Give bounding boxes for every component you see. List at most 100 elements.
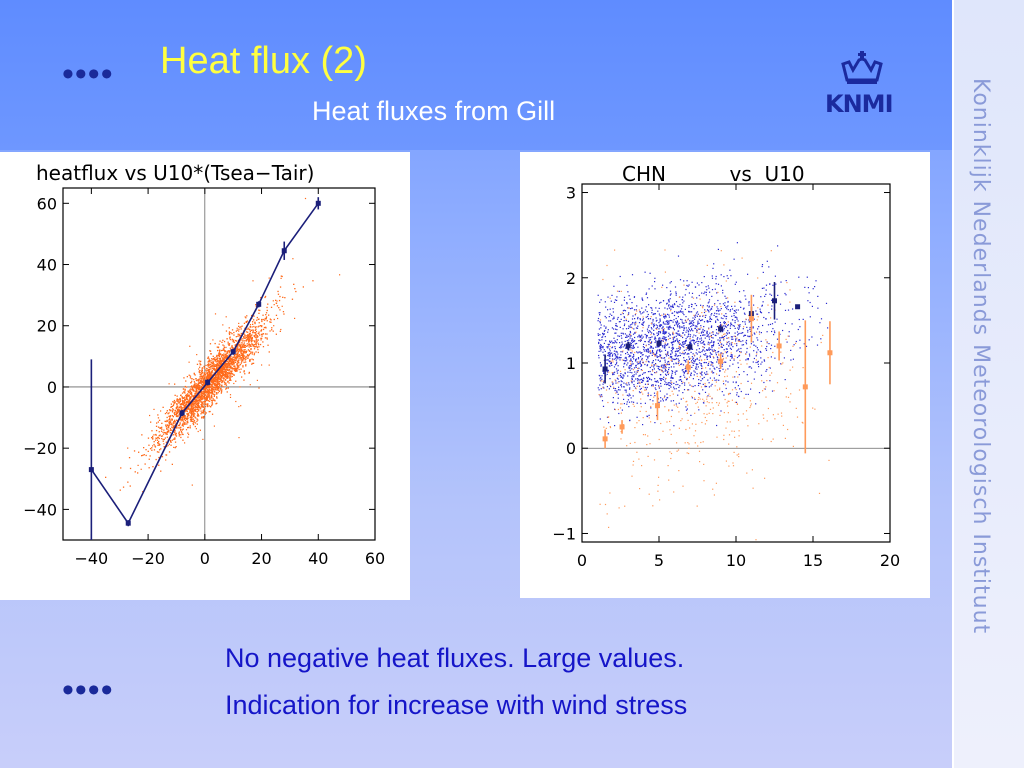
- scatter-point: [754, 371, 756, 373]
- scatter-point: [255, 328, 257, 330]
- scatter-point: [703, 292, 705, 295]
- chart-panel-chn: CHN vs U10 0 5 10 15 20 −1 0 1 2 3: [520, 152, 930, 598]
- scatter-point: [248, 339, 250, 341]
- scatter-point: [655, 327, 657, 330]
- scatter-point: [179, 427, 181, 429]
- scatter-point: [216, 358, 218, 360]
- scatter-point: [212, 387, 214, 389]
- scatter-point: [671, 352, 673, 354]
- scatter-point: [704, 391, 707, 393]
- scatter-point: [633, 385, 635, 387]
- scatter-point: [662, 326, 664, 328]
- scatter-point: [205, 377, 208, 379]
- scatter-point: [189, 390, 192, 393]
- scatter-point: [689, 336, 691, 338]
- scatter-point: [667, 327, 670, 329]
- scatter-point: [196, 399, 198, 402]
- scatter-point: [698, 382, 700, 384]
- scatter-point: [657, 325, 659, 327]
- scatter-point: [641, 323, 643, 325]
- scatter-point: [722, 289, 724, 291]
- scatter-point: [603, 325, 605, 327]
- scatter-point: [669, 326, 671, 329]
- scatter-point: [677, 355, 679, 357]
- scatter-point: [228, 382, 230, 384]
- scatter-point: [198, 388, 200, 391]
- scatter-point: [207, 403, 209, 405]
- scatter-point: [214, 383, 216, 385]
- scatter-point: [244, 346, 246, 348]
- scatter-point: [203, 391, 205, 393]
- scatter-point: [705, 294, 707, 296]
- scatter-point: [790, 359, 792, 361]
- scatter-point: [208, 384, 210, 387]
- scatter-point: [213, 364, 215, 366]
- scatter-point: [231, 375, 233, 378]
- scatter-point: [224, 357, 226, 359]
- scatter-point: [730, 342, 732, 344]
- scatter-point: [156, 422, 158, 424]
- scatter-point: [657, 359, 659, 361]
- scatter-point: [258, 312, 260, 314]
- scatter-point: [597, 320, 599, 322]
- scatter-point: [200, 413, 202, 415]
- scatter-point: [646, 365, 648, 367]
- scatter-point: [129, 467, 132, 470]
- scatter-point: [654, 395, 656, 397]
- scatter-point: [279, 330, 281, 332]
- scatter-point: [196, 354, 198, 356]
- scatter-point: [615, 341, 617, 343]
- scatter-point: [641, 323, 644, 326]
- scatter-point: [641, 330, 643, 332]
- scatter-point: [738, 339, 741, 341]
- scatter-point: [623, 324, 625, 327]
- scatter-point: [207, 400, 209, 402]
- scatter-point: [678, 330, 680, 332]
- scatter-point: [210, 361, 212, 363]
- scatter-point: [706, 373, 708, 375]
- scatter-point: [610, 320, 612, 322]
- scatter-point: [677, 363, 679, 365]
- scatter-point: [175, 427, 178, 429]
- scatter-point: [191, 407, 193, 409]
- scatter-point: [243, 336, 245, 338]
- scatter-point: [769, 293, 771, 295]
- scatter-point: [619, 326, 621, 328]
- scatter-point: [243, 354, 245, 357]
- scatter-point: [682, 369, 684, 371]
- scatter-point: [749, 355, 751, 357]
- scatter-point: [242, 357, 244, 359]
- scatter-point: [261, 335, 263, 337]
- scatter-point: [646, 328, 649, 330]
- scatter-point: [677, 326, 679, 328]
- scatter-point: [221, 391, 223, 393]
- scatter-point: [738, 348, 740, 350]
- scatter-point: [717, 299, 719, 302]
- scatter-point: [205, 378, 207, 381]
- chart2-title: CHN vs U10: [622, 162, 805, 186]
- scatter-point: [616, 325, 618, 327]
- chart-panel-heatflux: heatflux vs U10*(Tsea−Tair) −40 −20 0 20 40 6…: [0, 152, 410, 600]
- scatter-point: [186, 410, 188, 412]
- scatter-point: [207, 371, 209, 374]
- scatter-point: [217, 387, 219, 389]
- scatter-point: [216, 397, 218, 399]
- scatter-point: [619, 342, 621, 344]
- scatter-point: [226, 356, 228, 358]
- scatter-point: [772, 284, 774, 286]
- scatter-point: [250, 338, 252, 340]
- scatter-point: [249, 344, 252, 346]
- scatter-point: [206, 375, 208, 377]
- scatter-point: [614, 389, 616, 392]
- scatter-point: [661, 327, 663, 329]
- scatter-point: [667, 320, 669, 322]
- scatter-point: [712, 372, 714, 374]
- scatter-point: [170, 423, 172, 425]
- scatter-point: [644, 309, 647, 311]
- scatter-point: [189, 389, 191, 391]
- scatter-point: [640, 356, 642, 358]
- scatter-point: [200, 380, 203, 382]
- scatter-point: [201, 394, 204, 397]
- scatter-point: [665, 382, 667, 384]
- scatter-point: [665, 332, 667, 335]
